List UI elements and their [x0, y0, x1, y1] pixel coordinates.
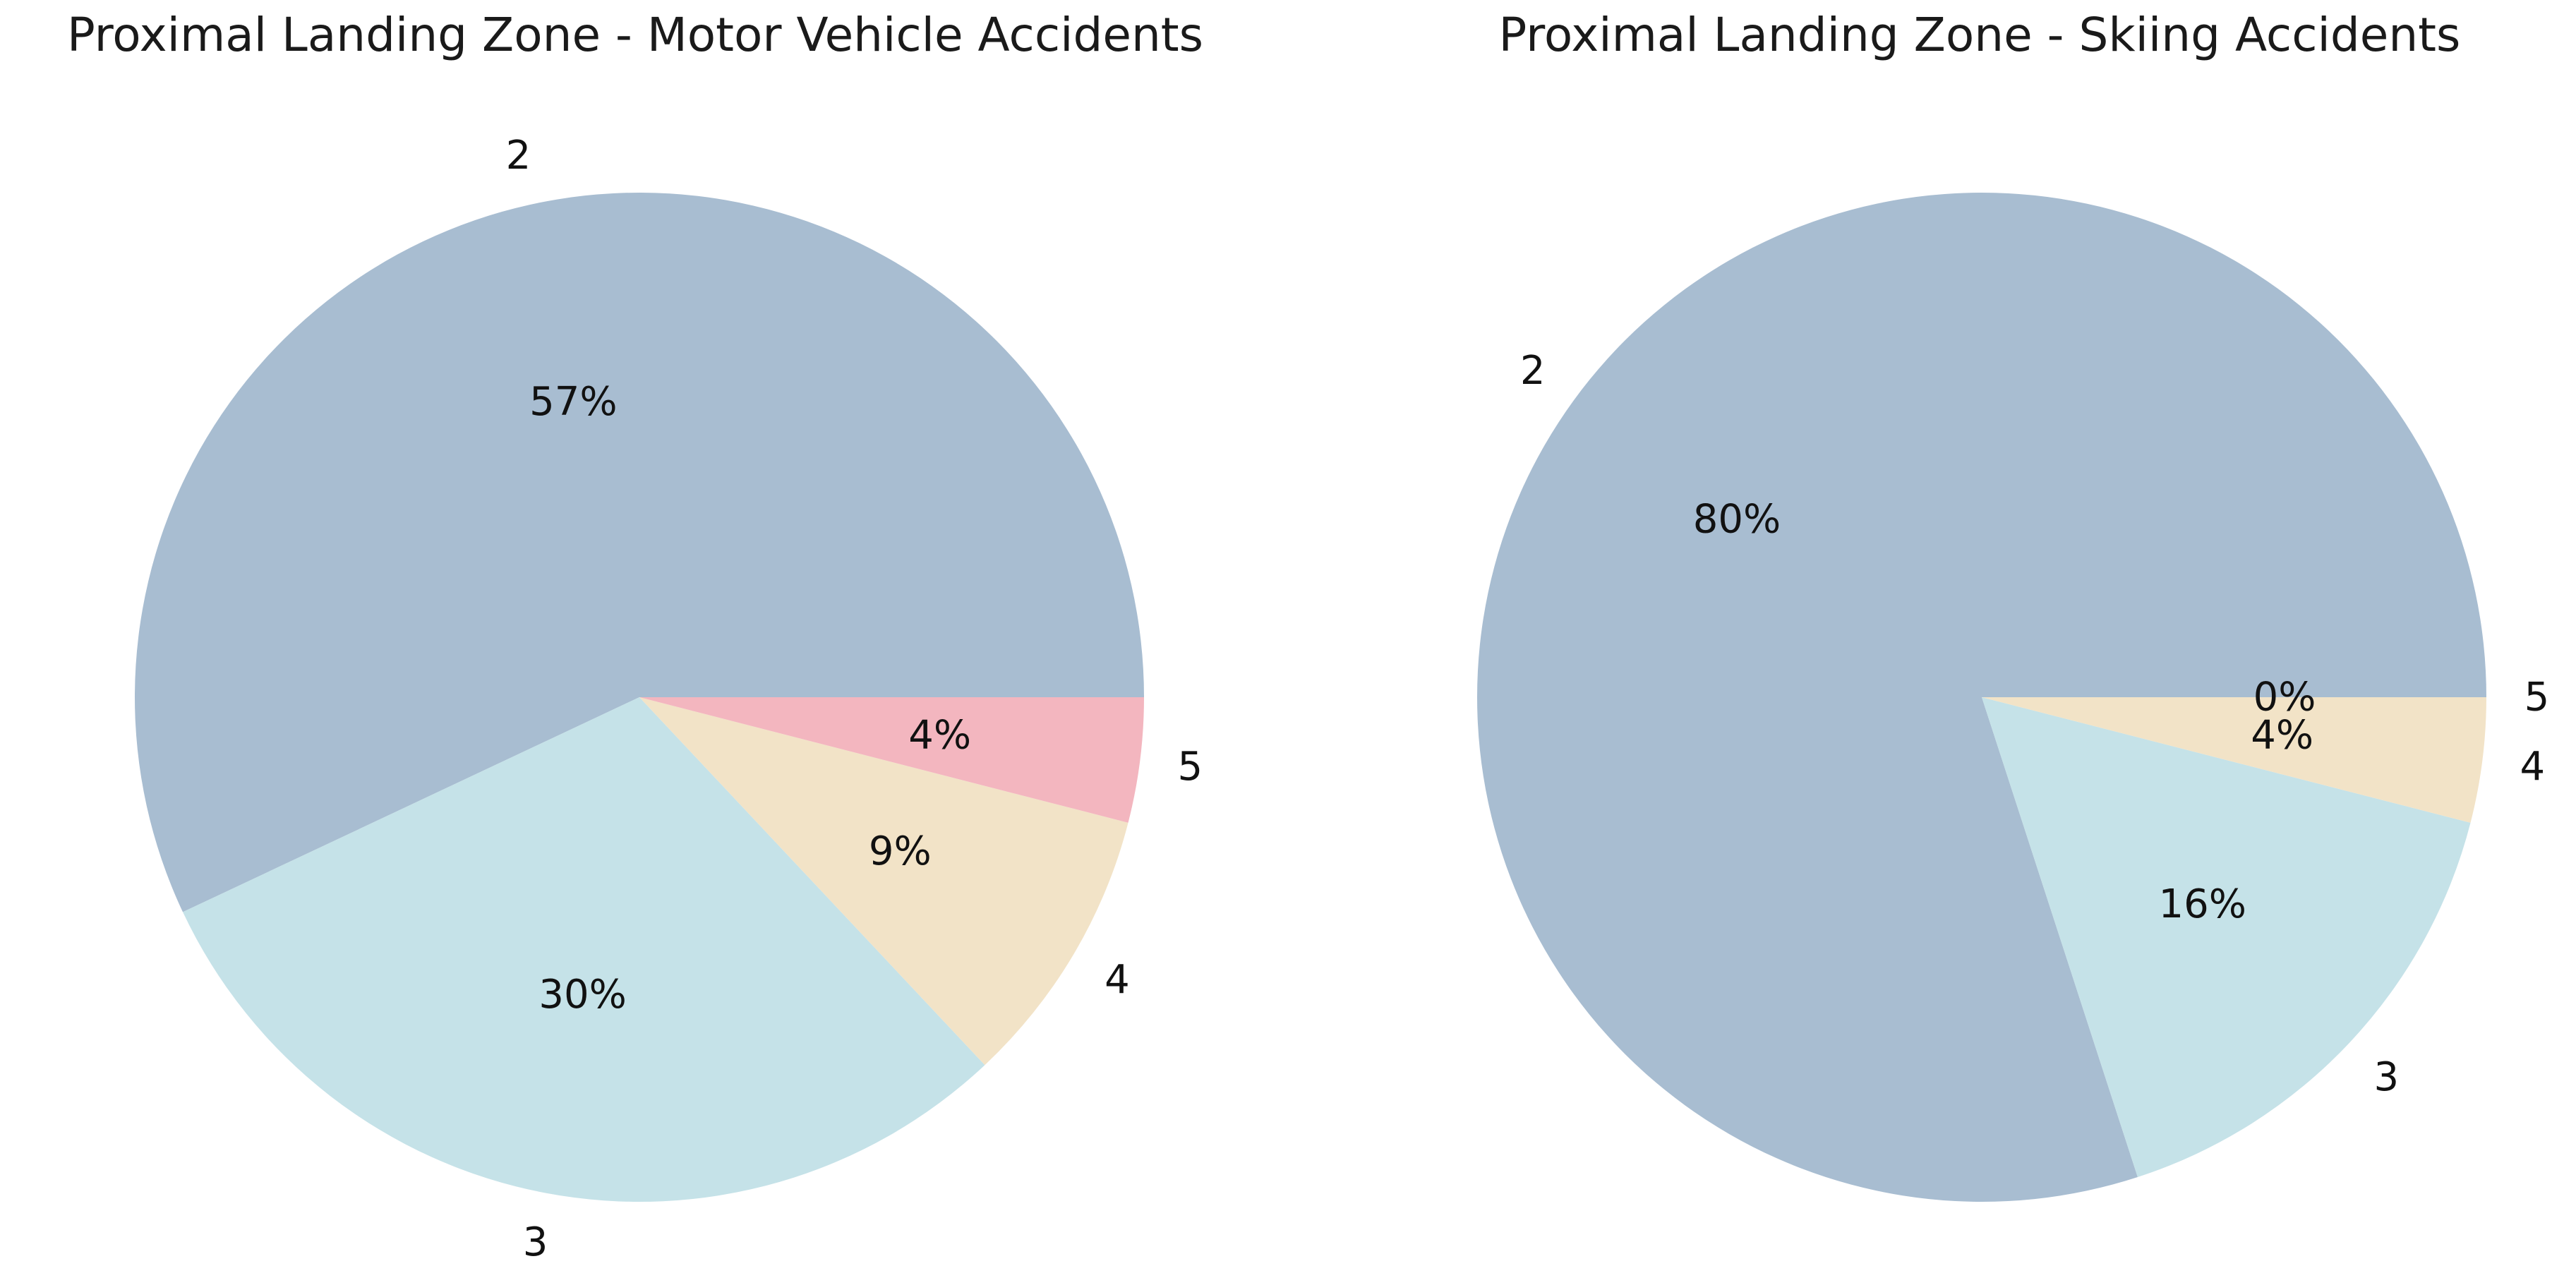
pie-labels: 2 80% 3 16% 4 4% 5 0%	[1520, 348, 2549, 1100]
percent-label-2: 80%	[1693, 496, 1781, 542]
category-label-3: 3	[2374, 1054, 2400, 1100]
category-label-5: 5	[1177, 744, 1203, 790]
motor-vehicle-pie-chart: Proximal Landing Zone - Motor Vehicle Ac…	[67, 8, 1203, 1265]
pie-slice-5	[639, 697, 1144, 823]
pie-slice-2	[134, 192, 1144, 912]
percent-label-2: 57%	[529, 379, 617, 425]
percent-label-5: 4%	[908, 712, 971, 758]
pie-slices	[134, 192, 1144, 1202]
skiing-pie-chart: Proximal Landing Zone - Skiing Accidents…	[1477, 8, 2549, 1202]
category-label-5: 5	[2524, 675, 2550, 721]
chart-title: Proximal Landing Zone - Skiing Accidents	[1499, 8, 2461, 62]
pie-slice-3	[1982, 697, 2471, 1178]
category-label-4: 4	[1105, 957, 1130, 1003]
category-label-3: 3	[523, 1219, 548, 1265]
percent-label-3: 16%	[2158, 881, 2246, 927]
pie-slices	[1477, 193, 2486, 1202]
pie-slice-4	[1982, 697, 2486, 823]
category-label-2: 2	[506, 133, 531, 179]
pie-slice-4	[639, 697, 1128, 1066]
pie-labels: 2 57% 3 30% 4 9% 5 4%	[506, 133, 1203, 1265]
chart-title: Proximal Landing Zone - Motor Vehicle Ac…	[67, 8, 1203, 62]
percent-label-3: 30%	[538, 972, 626, 1018]
category-label-2: 2	[1520, 348, 1546, 394]
category-label-4: 4	[2520, 744, 2545, 790]
percent-label-4: 4%	[2251, 712, 2313, 758]
percent-label-4: 9%	[869, 828, 932, 874]
pie-slice-3	[183, 697, 985, 1202]
percent-label-5: 0%	[2253, 675, 2316, 721]
